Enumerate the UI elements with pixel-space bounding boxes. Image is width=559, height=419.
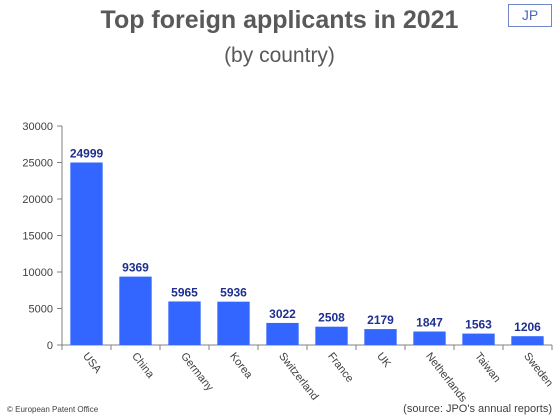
bar-sweden xyxy=(511,336,543,345)
category-label: Switzerland xyxy=(276,350,320,402)
category-label: Taiwan xyxy=(472,350,503,384)
y-tick-label: 30000 xyxy=(22,121,53,133)
category-label: Germany xyxy=(178,350,216,393)
bar-usa xyxy=(70,163,102,345)
bar-korea xyxy=(217,302,249,345)
value-label: 1847 xyxy=(416,316,443,330)
y-tick-label: 25000 xyxy=(22,158,53,170)
category-label: USA xyxy=(80,350,104,376)
bar-uk xyxy=(364,329,396,345)
category-label: UK xyxy=(374,350,393,370)
category-label: Netherlands xyxy=(423,350,469,405)
value-label: 2508 xyxy=(318,311,345,325)
chart-layer: 0 5000 10000 15000 20000 25000 30000 24999 USA 93… xyxy=(22,121,555,405)
y-tick-label: 15000 xyxy=(22,231,53,243)
category-label: China xyxy=(129,350,157,381)
bar-france xyxy=(315,327,347,345)
value-label: 1206 xyxy=(514,320,541,334)
bar-taiwan xyxy=(462,334,494,345)
y-tick-label: 0 xyxy=(47,340,53,352)
value-label: 5936 xyxy=(220,286,247,300)
value-label: 3022 xyxy=(269,307,296,321)
y-tick-label: 10000 xyxy=(22,267,53,279)
value-label: 1563 xyxy=(465,318,492,332)
value-label: 9369 xyxy=(122,261,149,275)
value-label: 24999 xyxy=(70,147,104,161)
category-label: France xyxy=(325,350,356,384)
bar-switzerland xyxy=(266,323,298,345)
y-tick-label: 20000 xyxy=(22,194,53,206)
bar-china xyxy=(119,277,151,345)
value-label: 2179 xyxy=(367,313,394,327)
bar-germany xyxy=(168,301,200,345)
y-tick-label: 5000 xyxy=(29,304,53,316)
category-label: Sweden xyxy=(521,350,555,389)
category-label: Korea xyxy=(227,350,255,381)
source-footer: (source: JPO's annual reports) xyxy=(403,403,552,415)
value-label: 5965 xyxy=(171,285,198,299)
copyright-footer: © European Patent Office xyxy=(7,405,98,414)
bar-netherlands xyxy=(413,332,445,345)
